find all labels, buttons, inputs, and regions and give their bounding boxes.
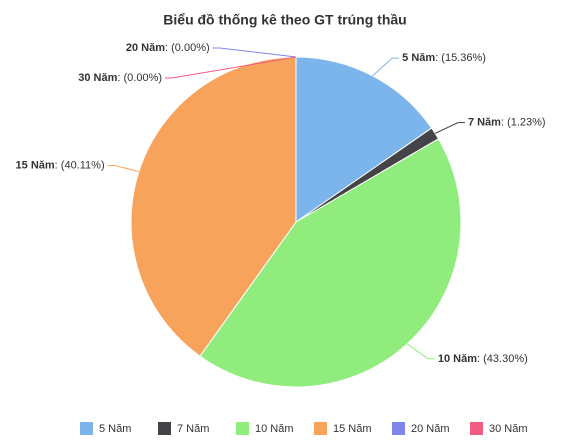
pie-slice — [295, 56, 433, 223]
connector — [406, 343, 435, 360]
chart-title: Biểu đồ thống kê theo GT trúng thầu — [163, 12, 406, 28]
data-label: 20 Năm: (0.00%) — [126, 42, 210, 54]
label-name: 30 Năm — [78, 72, 117, 84]
connector — [434, 122, 465, 134]
label-value: : (1.23%) — [501, 117, 546, 129]
label-value: : (15.36%) — [435, 52, 486, 64]
data-label: 7 Năm: (1.23%) — [468, 117, 546, 129]
label-name: 5 Năm — [402, 52, 435, 64]
label-value: : (40.11%) — [55, 159, 105, 171]
legend-swatch — [158, 422, 171, 435]
legend-label: 15 Năm — [333, 423, 372, 435]
label-name: 20 Năm — [126, 42, 165, 54]
connector — [212, 47, 297, 58]
data-label: 15 Năm: (40.11%) — [16, 159, 105, 171]
data-label: 30 Năm: (0.00%) — [78, 72, 162, 84]
legend-swatch — [314, 422, 327, 435]
legend-label: 10 Năm — [255, 423, 294, 435]
legend-label: 7 Năm — [177, 423, 209, 435]
legend-swatch — [236, 422, 249, 435]
legend-label: 30 Năm — [489, 423, 528, 435]
legend-swatch — [470, 422, 483, 435]
label-name: 10 Năm — [438, 353, 477, 365]
legend-swatch — [392, 422, 405, 435]
label-value: : (43.30%) — [477, 353, 528, 365]
connector — [165, 56, 297, 79]
legend-label: 20 Năm — [411, 423, 450, 435]
connector — [372, 57, 400, 77]
data-label: 5 Năm: (15.36%) — [402, 52, 486, 64]
label-value: : (0.00%) — [117, 72, 162, 84]
pie-slice — [199, 138, 462, 388]
label-name: 15 Năm — [16, 159, 55, 171]
label-value: : (0.00%) — [165, 42, 210, 54]
label-name: 7 Năm — [468, 117, 501, 129]
connector — [107, 164, 140, 173]
legend-swatch — [80, 422, 93, 435]
data-label: 10 Năm: (43.30%) — [438, 353, 528, 365]
legend-label: 5 Năm — [99, 423, 131, 435]
